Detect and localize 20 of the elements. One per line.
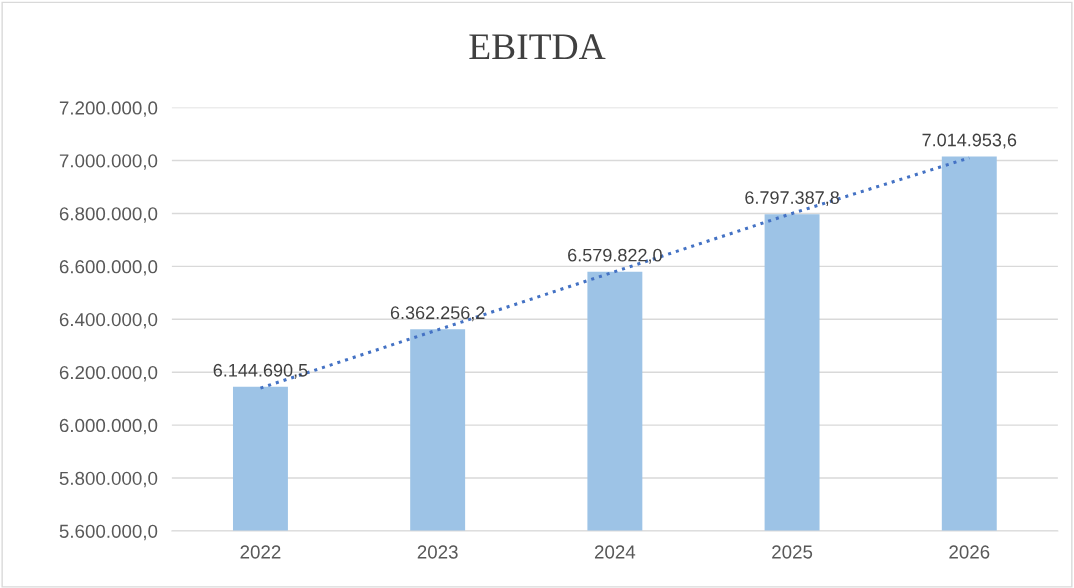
y-tick-label: 7.200.000,0 xyxy=(59,101,158,117)
data-label: 6.362.256,2 xyxy=(390,306,485,322)
data-label: 6.579.822,0 xyxy=(568,248,662,264)
y-tick-label: 6.600.000,0 xyxy=(59,260,158,276)
y-tick-label: 5.800.000,0 xyxy=(59,471,158,488)
data-label: 7.014.953,6 xyxy=(922,133,1017,149)
chart-title: EBITDA xyxy=(469,34,606,60)
y-tick-label: 5.600.000,0 xyxy=(59,524,158,541)
y-tick-label: 6.200.000,0 xyxy=(59,365,158,382)
x-tick-label: 2023 xyxy=(417,545,458,559)
x-tick-label: 2025 xyxy=(772,545,813,559)
x-tick-label: 2022 xyxy=(240,545,281,559)
data-label: 6.797.387,8 xyxy=(745,191,839,207)
x-tick-label: 2024 xyxy=(594,545,636,559)
y-tick-label: 7.000.000,0 xyxy=(59,154,158,170)
y-tick-label: 6.000.000,0 xyxy=(59,418,158,435)
y-tick-label: 6.400.000,0 xyxy=(59,312,158,329)
x-tick-label: 2026 xyxy=(949,545,990,559)
data-label: 6.144.690,5 xyxy=(213,363,308,379)
y-tick-label: 6.800.000,0 xyxy=(59,207,158,223)
